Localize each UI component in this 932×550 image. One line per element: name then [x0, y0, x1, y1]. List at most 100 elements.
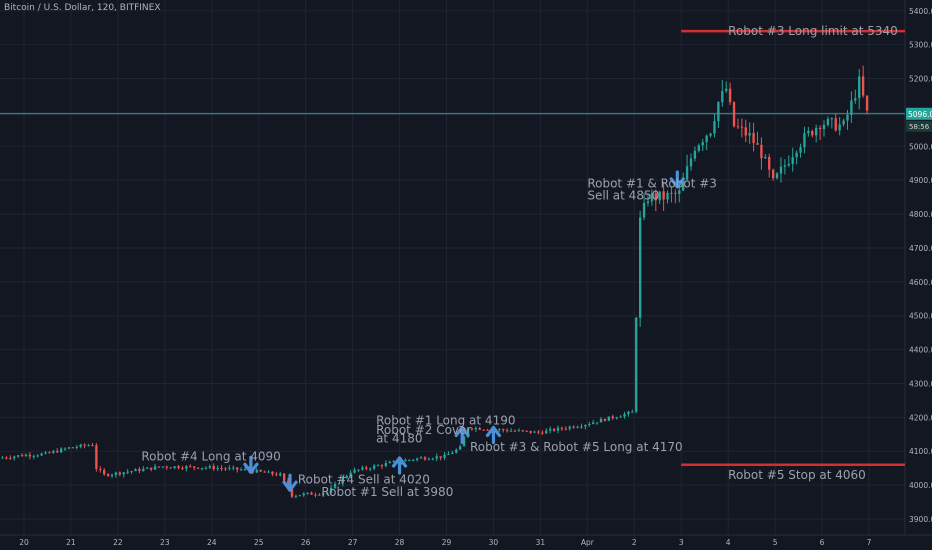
candle-body: [369, 468, 372, 470]
candle-body: [701, 142, 704, 146]
candle-body: [169, 467, 172, 469]
buy-arrow-icon: [454, 425, 470, 445]
candle-body: [329, 487, 333, 493]
y-tick-label: 4700.0: [909, 244, 932, 253]
candle-body: [318, 494, 321, 496]
candle-body: [678, 190, 681, 194]
candle-body: [228, 467, 231, 469]
candle-body: [717, 102, 720, 122]
candle-body: [337, 483, 341, 485]
candle-body: [650, 193, 654, 202]
candle-body: [294, 495, 298, 497]
candle-body: [216, 468, 219, 470]
candle-body: [642, 202, 646, 218]
candle-body: [568, 426, 571, 429]
candle-body: [275, 474, 278, 476]
annotation-text: at 4180: [376, 432, 422, 446]
candle-body: [341, 477, 345, 484]
candle-body: [149, 467, 153, 470]
candle-body: [345, 475, 348, 478]
candle-body: [846, 114, 849, 121]
candle-body: [56, 450, 59, 453]
x-tick-label: 29: [442, 538, 452, 547]
candle-body: [505, 430, 509, 432]
candle-body: [771, 169, 775, 179]
candle-body: [627, 411, 630, 415]
candle-body: [63, 448, 67, 450]
candle-body: [388, 461, 391, 464]
candle-body: [122, 472, 125, 475]
candle-body: [552, 428, 556, 431]
candle-body: [59, 448, 63, 453]
x-tick-label: 6: [820, 538, 825, 547]
buy-arrow-icon: [391, 456, 408, 475]
candle-body: [811, 131, 814, 136]
candle-body: [380, 465, 384, 467]
candle-body: [415, 458, 419, 460]
candle-body: [545, 430, 548, 434]
candle-body: [419, 457, 423, 459]
current-price-box: [906, 107, 932, 120]
candle-body: [658, 191, 661, 201]
candle-body: [408, 459, 411, 461]
y-tick-label: 4200.0: [909, 413, 932, 422]
candle-body: [306, 492, 309, 494]
candle-body: [322, 493, 325, 495]
candle-body: [48, 452, 51, 454]
x-tick-label: 23: [160, 538, 170, 547]
candle-body: [560, 427, 564, 429]
candle-body: [822, 124, 826, 129]
candle-body: [474, 427, 478, 430]
candle-body: [740, 126, 744, 128]
candle-body: [459, 446, 462, 450]
annotation-text: Robot #1 Sell at 3980: [321, 485, 453, 499]
candle-body: [752, 132, 755, 144]
candle-body: [674, 192, 677, 194]
y-tick-label: 4900.0: [909, 176, 932, 185]
y-tick-label: 5000.0: [909, 142, 932, 151]
candle-body: [28, 454, 32, 457]
y-tick-label: 4300.0: [909, 379, 932, 388]
candle-body: [619, 416, 622, 418]
candle-body: [670, 192, 673, 194]
candle-body: [599, 418, 603, 423]
annotation-text: Robot #3 & Robot #5 Long at 4170: [470, 440, 683, 454]
candle-body: [13, 456, 16, 459]
candle-body: [435, 456, 438, 459]
y-tick-label: 4100.0: [909, 447, 932, 456]
candle-body: [564, 428, 567, 430]
candle-body: [865, 95, 869, 111]
candle-body: [588, 424, 591, 426]
candle-body: [196, 467, 200, 469]
candle-body: [365, 467, 368, 469]
candle-body: [36, 455, 39, 457]
candle-body: [443, 454, 446, 458]
candle-body: [807, 131, 810, 134]
candle-body: [646, 201, 650, 203]
candle-body: [153, 466, 157, 470]
candle-body: [775, 173, 779, 179]
candle-body: [721, 91, 724, 103]
candle-body: [572, 426, 575, 428]
chart-title: Bitcoin / U.S. Dollar, 120, BITFINEX: [4, 3, 161, 13]
candle-body: [142, 468, 145, 472]
candle-body: [185, 466, 188, 469]
x-tick-label: 7: [867, 538, 872, 547]
candle-body: [423, 457, 427, 460]
candle-body: [725, 88, 728, 92]
candle-body: [24, 454, 28, 457]
candle-body: [548, 428, 552, 431]
candle-body: [75, 447, 78, 449]
candle-body: [760, 144, 763, 159]
candle-body: [95, 445, 98, 469]
candle-body: [243, 469, 247, 471]
candle-body: [286, 480, 290, 489]
candle-body: [189, 466, 192, 468]
x-tick-label: 26: [301, 538, 311, 547]
candle-body: [576, 426, 579, 428]
candle-body: [314, 494, 317, 496]
candle-body: [470, 428, 474, 430]
candle-body: [333, 484, 337, 488]
